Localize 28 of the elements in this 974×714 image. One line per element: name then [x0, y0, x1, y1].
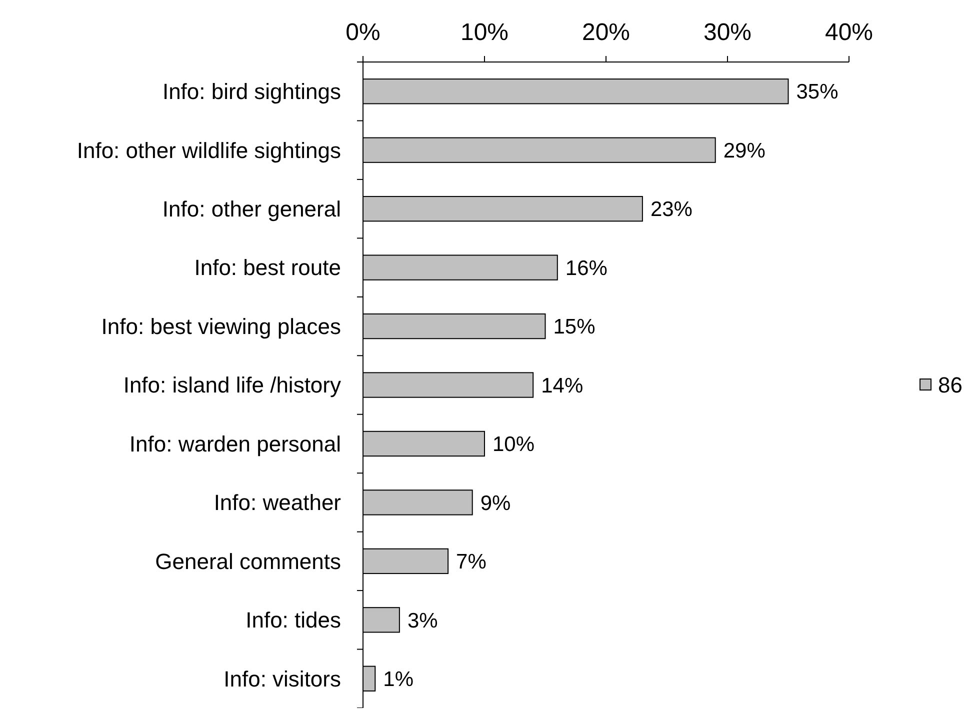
- data-label: 15%: [553, 316, 596, 339]
- legend-label: 86: [938, 372, 962, 398]
- data-label: 35%: [796, 80, 838, 104]
- y-tick-label: Info: island life /history: [123, 372, 341, 398]
- y-tick-label: Info: other general: [162, 196, 341, 222]
- x-tick-label: 10%: [460, 19, 509, 46]
- y-tick-label: General comments: [155, 548, 341, 574]
- y-tick-label: Info: weather: [214, 490, 341, 516]
- y-tick-label: Info: bird sightings: [162, 79, 341, 104]
- y-tick-label: Info: best route: [194, 255, 341, 280]
- data-label: 29%: [723, 139, 766, 162]
- data-label: 9%: [480, 492, 511, 515]
- data-label: 7%: [456, 550, 486, 574]
- y-tick-label: Info: best viewing places: [101, 314, 341, 339]
- x-tick-label: 30%: [703, 19, 752, 46]
- data-label: 1%: [383, 668, 414, 691]
- data-label: 16%: [565, 256, 608, 280]
- data-label: 3%: [407, 609, 438, 632]
- data-label: 23%: [650, 198, 692, 222]
- x-tick-label: 40%: [824, 19, 874, 46]
- y-tick-label: Info: visitors: [224, 666, 341, 692]
- x-tick-label: 0%: [346, 19, 380, 46]
- x-tick-label: 20%: [582, 19, 630, 46]
- y-tick-label: Info: other wildlife sightings: [76, 138, 341, 163]
- y-tick-label: Info: tides: [246, 608, 341, 633]
- data-label: 10%: [492, 433, 535, 456]
- data-label: 14%: [541, 374, 584, 398]
- y-tick-label: Info: warden personal: [129, 431, 341, 456]
